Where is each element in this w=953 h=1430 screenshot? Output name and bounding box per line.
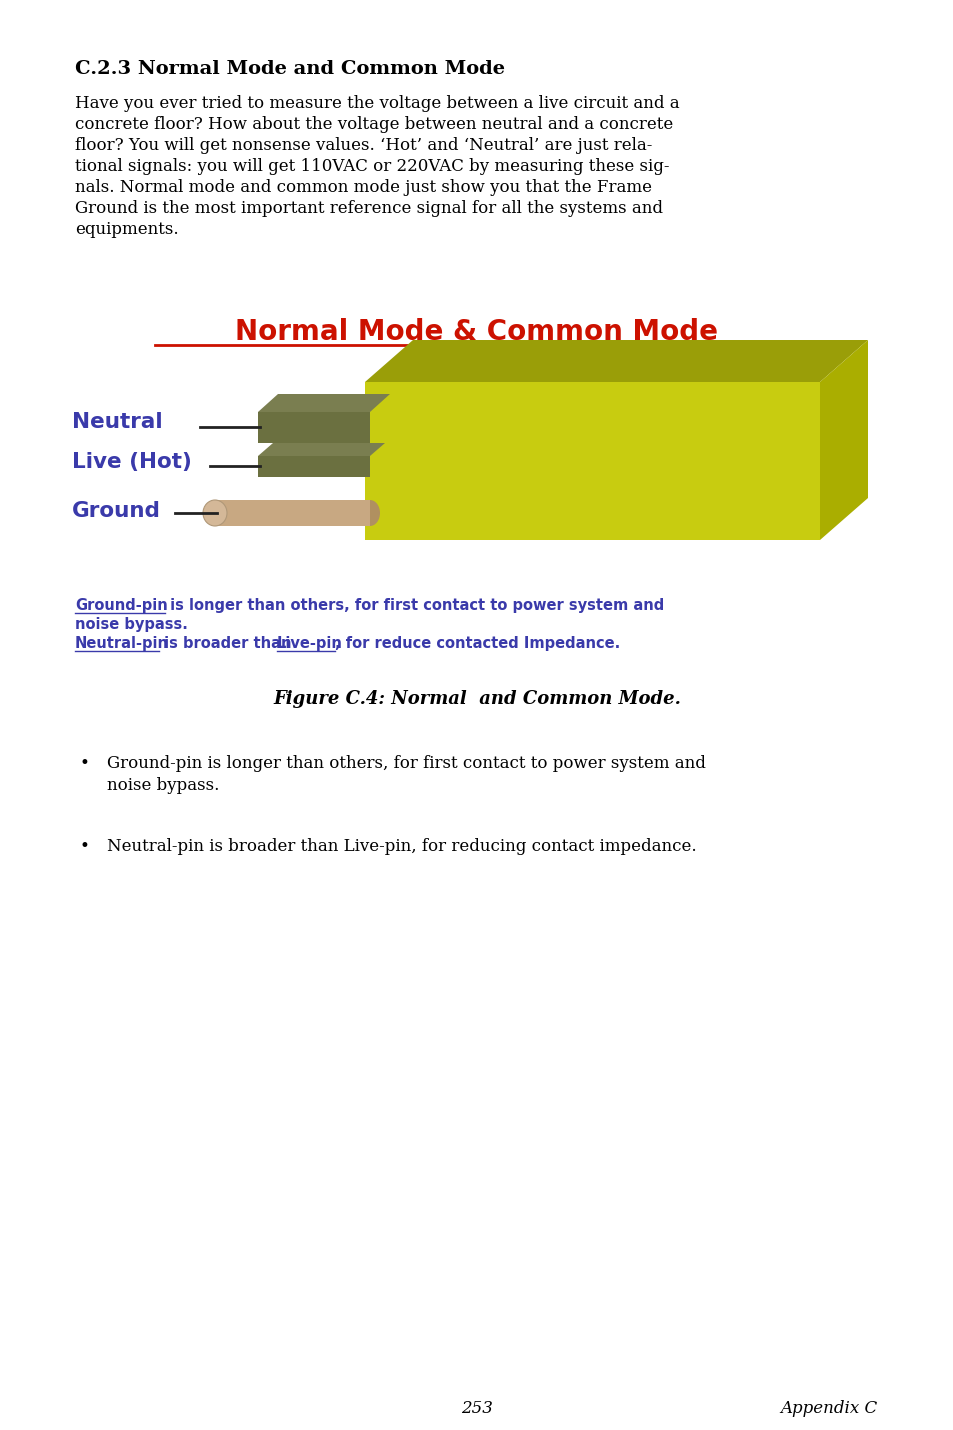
Text: tional signals: you will get 110VAC or 220VAC by measuring these sig-: tional signals: you will get 110VAC or 2… <box>75 157 669 174</box>
Text: is broader than: is broader than <box>159 636 292 651</box>
Text: Normal Mode & Common Mode: Normal Mode & Common Mode <box>235 317 718 346</box>
Text: concrete floor? How about the voltage between neutral and a concrete: concrete floor? How about the voltage be… <box>75 116 673 133</box>
Text: Have you ever tried to measure the voltage between a live circuit and a: Have you ever tried to measure the volta… <box>75 94 679 112</box>
Polygon shape <box>820 340 867 541</box>
Text: •: • <box>80 755 90 772</box>
Text: C.2.3 Normal Mode and Common Mode: C.2.3 Normal Mode and Common Mode <box>75 60 504 79</box>
Text: 253: 253 <box>460 1400 493 1417</box>
Text: Figure C.4: Normal  and Common Mode.: Figure C.4: Normal and Common Mode. <box>273 691 680 708</box>
Text: Neutral-pin is broader than Live-pin, for reducing contact impedance.: Neutral-pin is broader than Live-pin, fo… <box>107 838 696 855</box>
Polygon shape <box>257 412 370 443</box>
Text: noise bypass.: noise bypass. <box>75 616 188 632</box>
Polygon shape <box>257 395 390 412</box>
Polygon shape <box>257 443 385 456</box>
Text: •: • <box>80 838 90 855</box>
Ellipse shape <box>203 500 227 526</box>
Text: Ground-pin is longer than others, for first contact to power system and: Ground-pin is longer than others, for fi… <box>107 755 705 772</box>
Text: Live-pin: Live-pin <box>276 636 342 651</box>
Text: is longer than others, for first contact to power system and: is longer than others, for first contact… <box>165 598 663 613</box>
Text: Neutral-pin: Neutral-pin <box>75 636 169 651</box>
Text: , for reduce contacted Impedance.: , for reduce contacted Impedance. <box>335 636 619 651</box>
Text: floor? You will get nonsense values. ‘Hot’ and ‘Neutral’ are just rela-: floor? You will get nonsense values. ‘Ho… <box>75 137 652 154</box>
Polygon shape <box>365 382 820 541</box>
Ellipse shape <box>359 500 379 526</box>
Text: Ground: Ground <box>71 500 161 521</box>
Text: Neutral: Neutral <box>71 412 162 432</box>
Text: nals. Normal mode and common mode just show you that the Frame: nals. Normal mode and common mode just s… <box>75 179 651 196</box>
Polygon shape <box>214 500 370 526</box>
Polygon shape <box>257 456 370 478</box>
Text: Ground is the most important reference signal for all the systems and: Ground is the most important reference s… <box>75 200 662 217</box>
Text: Ground-pin: Ground-pin <box>75 598 168 613</box>
Polygon shape <box>365 340 867 382</box>
Text: Live (Hot): Live (Hot) <box>71 452 192 472</box>
Text: Appendix C: Appendix C <box>780 1400 877 1417</box>
Text: noise bypass.: noise bypass. <box>107 776 219 794</box>
Text: equipments.: equipments. <box>75 222 178 237</box>
